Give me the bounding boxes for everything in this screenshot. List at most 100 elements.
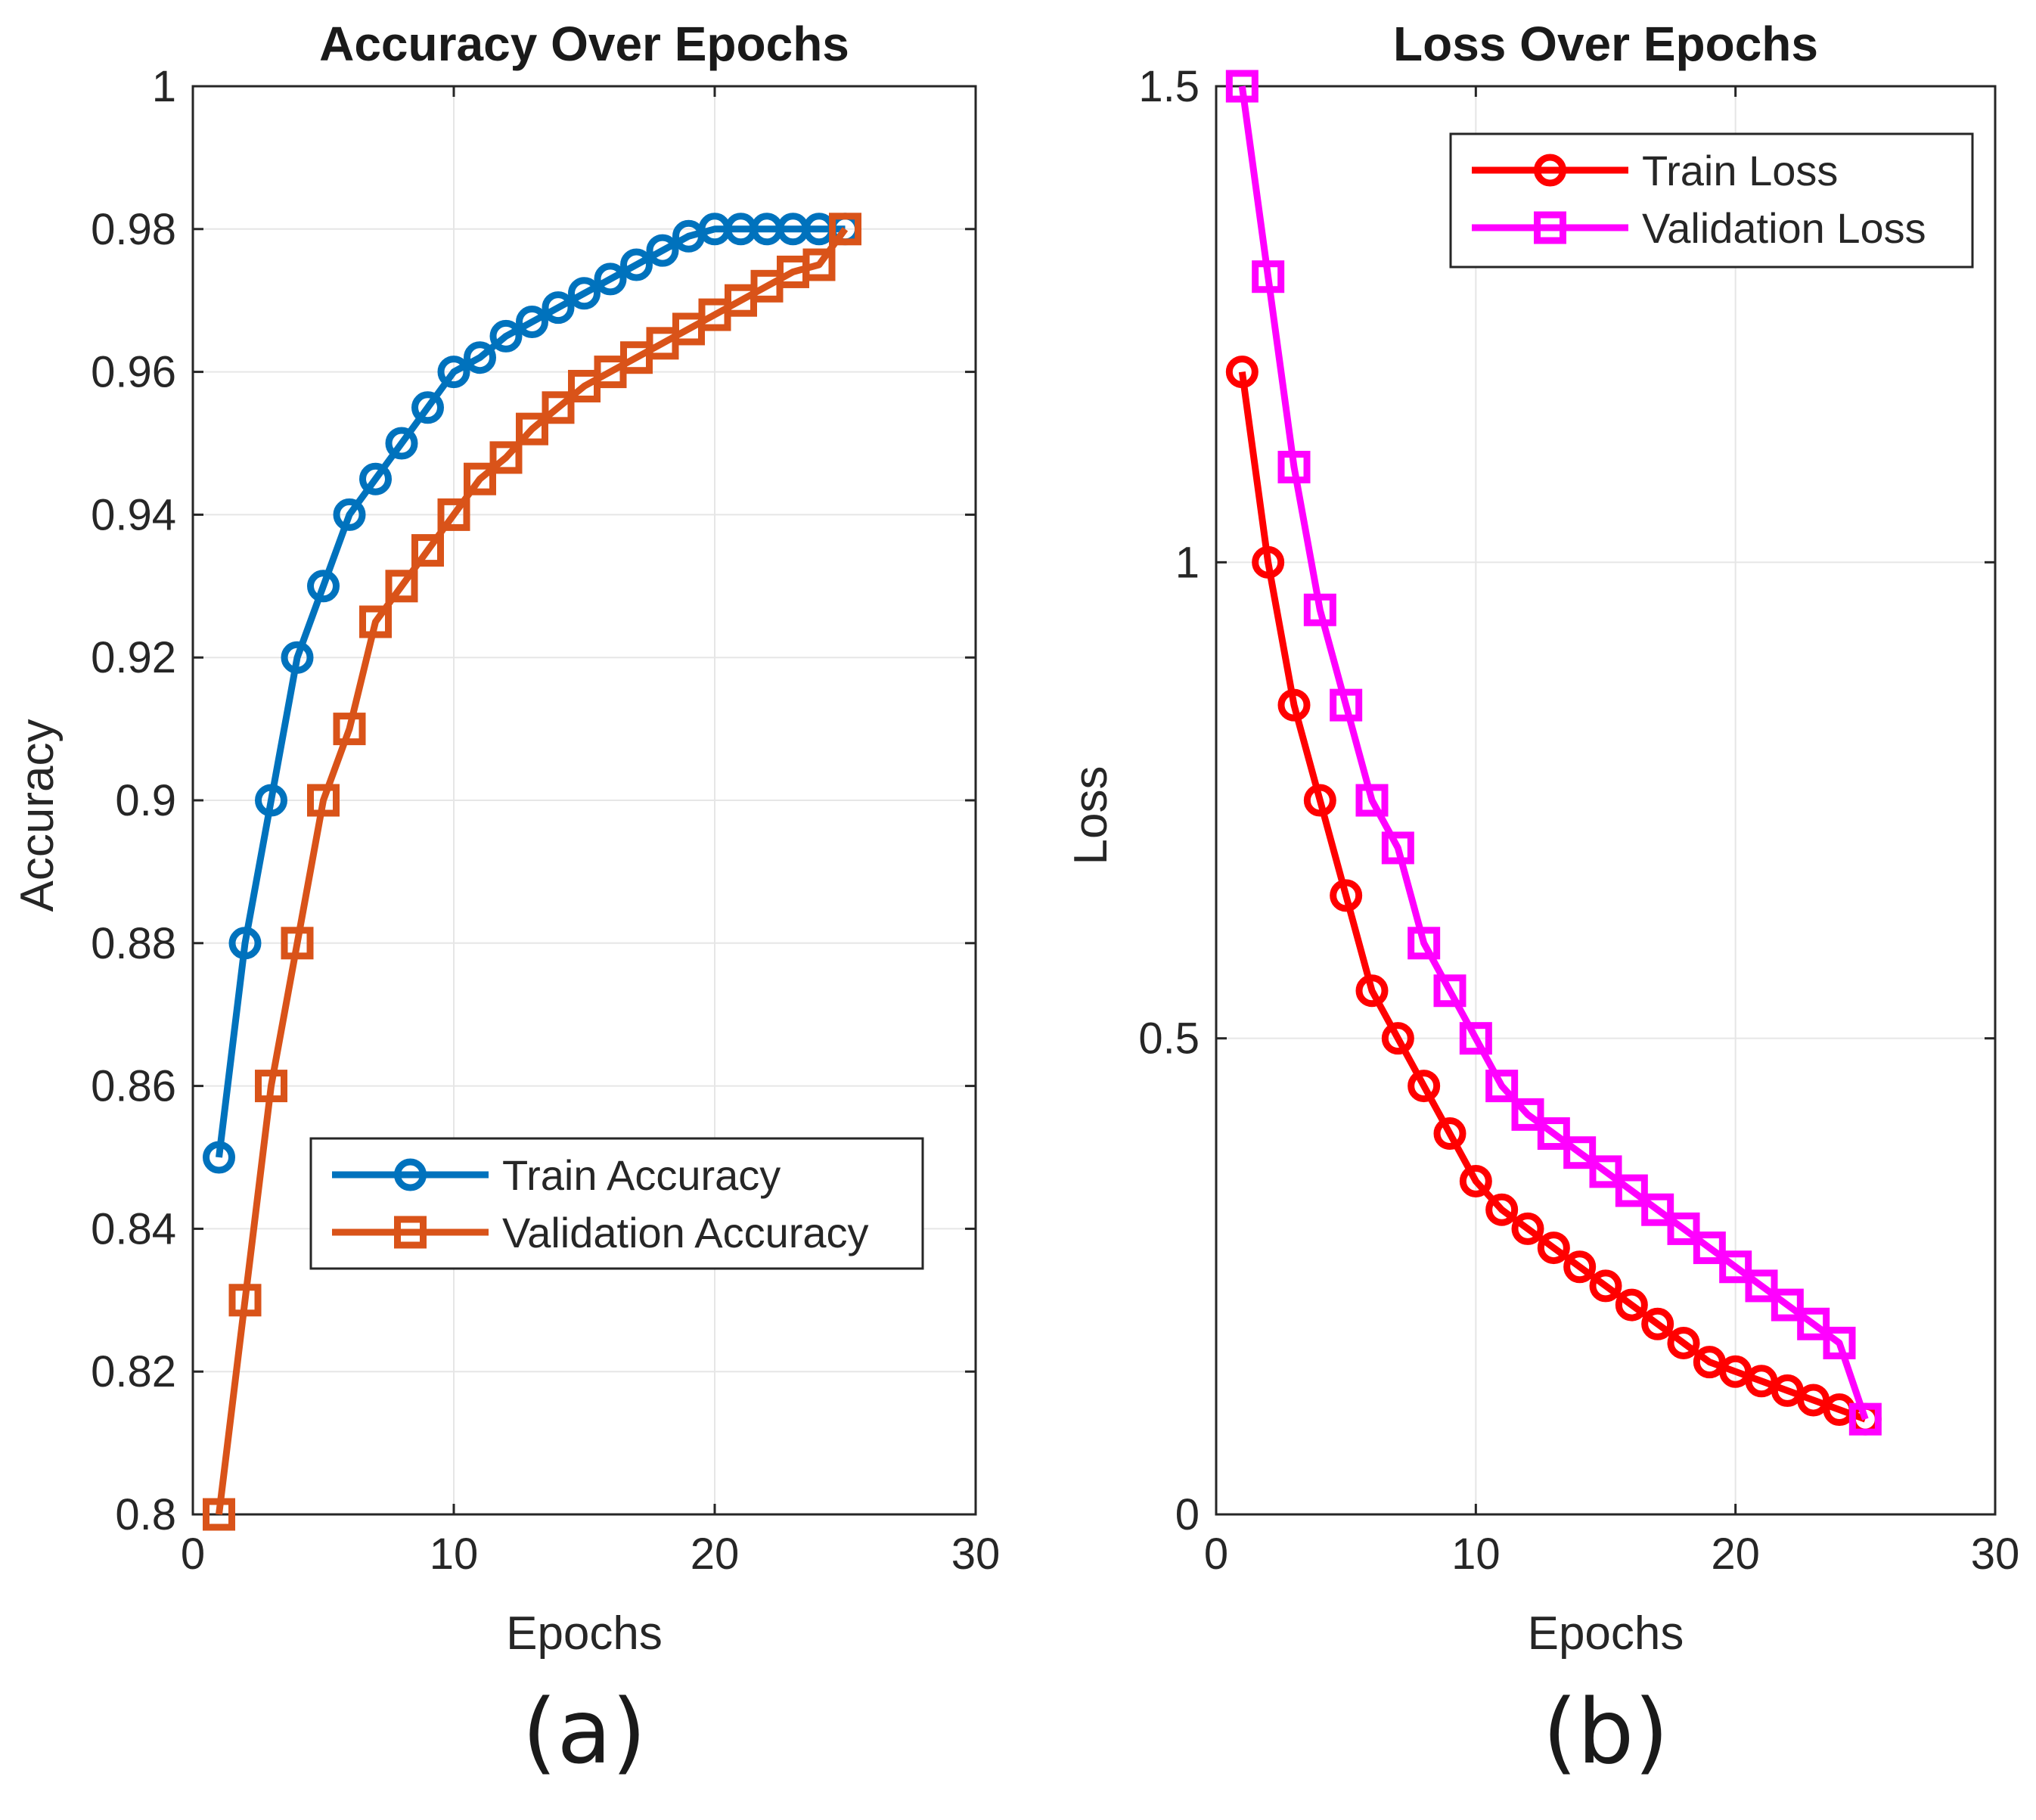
legend-marker	[1534, 211, 1566, 244]
circle-point	[1433, 1117, 1466, 1151]
y-tick-label: 0.88	[91, 919, 176, 968]
series-train-accuracy	[203, 213, 861, 1174]
legend-label: Validation Loss	[1642, 204, 1926, 252]
square-point	[1589, 1155, 1622, 1188]
legend-label: Train Accuracy	[502, 1151, 781, 1199]
square-point	[203, 1498, 235, 1531]
square-point	[1252, 260, 1285, 293]
chart-title: Accuracy Over Epochs	[319, 17, 849, 71]
x-tick-label: 0	[1204, 1530, 1228, 1579]
circle-point	[1225, 356, 1259, 389]
square-point	[1485, 1070, 1519, 1103]
y-tick-label: 0.94	[91, 490, 176, 539]
circle-point	[1537, 1231, 1570, 1265]
circle-point	[1667, 1326, 1700, 1359]
x-tick-label: 30	[1971, 1530, 2020, 1579]
y-tick-label: 0.86	[91, 1062, 176, 1111]
circle-point	[568, 277, 601, 310]
square-point	[1745, 1269, 1778, 1303]
y-tick-label: 0	[1175, 1490, 1200, 1539]
legend-marker	[394, 1158, 427, 1191]
panel-caption: (a)	[522, 1679, 646, 1784]
legend: Train Accuracy Validation Accuracy	[309, 1137, 924, 1270]
legend-marker	[394, 1216, 427, 1249]
circle-point	[307, 570, 340, 603]
legend-label: Validation Accuracy	[502, 1209, 869, 1256]
square-point	[307, 784, 340, 817]
circle-point	[489, 319, 523, 353]
square-point	[1537, 1117, 1570, 1151]
series-validation-accuracy	[203, 213, 861, 1531]
square-point	[1615, 1174, 1648, 1207]
square-point	[1277, 450, 1311, 483]
circle-point	[1277, 688, 1311, 722]
y-tick-label: 0.84	[91, 1204, 176, 1253]
square-point	[1771, 1288, 1804, 1322]
circle-point	[1641, 1307, 1674, 1340]
x-tick-label: 20	[691, 1530, 740, 1579]
circle-point	[1330, 879, 1363, 912]
y-tick-label: 0.5	[1138, 1014, 1200, 1064]
y-axis-label: Accuracy	[11, 719, 64, 912]
square-point	[489, 441, 523, 474]
square-point	[1330, 688, 1363, 722]
circle-point	[203, 1141, 235, 1174]
series-validation-loss	[1225, 70, 1882, 1436]
x-axis-label: Epochs	[1528, 1607, 1684, 1660]
legend-label: Train Loss	[1642, 147, 1838, 194]
circle-point	[385, 427, 418, 460]
square-point	[1459, 1022, 1492, 1055]
circle-point	[1589, 1269, 1622, 1303]
square-point	[829, 213, 861, 246]
plot-area-frame	[1215, 85, 1997, 1516]
square-point	[1797, 1307, 1830, 1340]
series-line	[216, 227, 849, 1515]
y-axis-label: Loss	[1065, 766, 1117, 865]
y-tick-label: 0.8	[115, 1490, 176, 1539]
x-tick-label: 10	[1451, 1530, 1501, 1579]
y-tick-label: 0.98	[91, 205, 176, 254]
square-point	[1408, 927, 1441, 960]
circle-point	[646, 234, 679, 267]
square-point	[542, 391, 575, 424]
circle-point	[281, 641, 314, 674]
circle-point	[516, 306, 548, 339]
circle-point	[1485, 1193, 1519, 1226]
y-tick-label: 0.92	[91, 633, 176, 682]
panel-caption: (b)	[1543, 1679, 1669, 1784]
series-line	[1238, 371, 1867, 1423]
circle-point	[1303, 784, 1336, 817]
circle-point	[594, 262, 627, 296]
square-point	[1667, 1212, 1700, 1245]
legend: Train Loss Validation Loss	[1449, 132, 1974, 269]
y-tick-label: 1	[152, 62, 176, 111]
circle-point	[1511, 1212, 1544, 1245]
x-tick-label: 0	[181, 1530, 205, 1579]
square-point	[333, 713, 366, 746]
loss-chart: 0 10 20 30 0 0.5 1 1.5 Loss Over Epochs Epochs Los…	[1065, 17, 2019, 1784]
square-point	[1693, 1231, 1726, 1265]
square-point	[1355, 784, 1389, 817]
square-point	[1225, 70, 1259, 103]
chart-title: Loss Over Epochs	[1393, 17, 1818, 71]
circle-point	[333, 498, 366, 531]
x-axis-label: Epochs	[506, 1607, 663, 1660]
circle-point	[1459, 1164, 1492, 1197]
circle-point	[437, 356, 470, 389]
circle-point	[464, 341, 496, 374]
accuracy-chart: 0 10 20 30 0.8 0.82 0.84 0.86 0.88 0.9 0.92 0.94 0.9…	[11, 17, 1000, 1784]
square-point	[1823, 1326, 1856, 1359]
square-point	[1303, 593, 1336, 626]
y-tick-label: 1.5	[1138, 62, 1200, 111]
circle-point	[1408, 1070, 1441, 1103]
square-point	[1511, 1098, 1544, 1131]
x-tick-label: 20	[1711, 1530, 1760, 1579]
square-point	[516, 412, 548, 446]
square-point	[228, 1284, 262, 1317]
circle-point	[1381, 1022, 1414, 1055]
square-point	[281, 927, 314, 960]
y-tick-label: 0.9	[115, 776, 176, 825]
square-point	[464, 462, 496, 495]
x-tick-label: 10	[430, 1530, 479, 1579]
square-point	[1563, 1136, 1597, 1169]
